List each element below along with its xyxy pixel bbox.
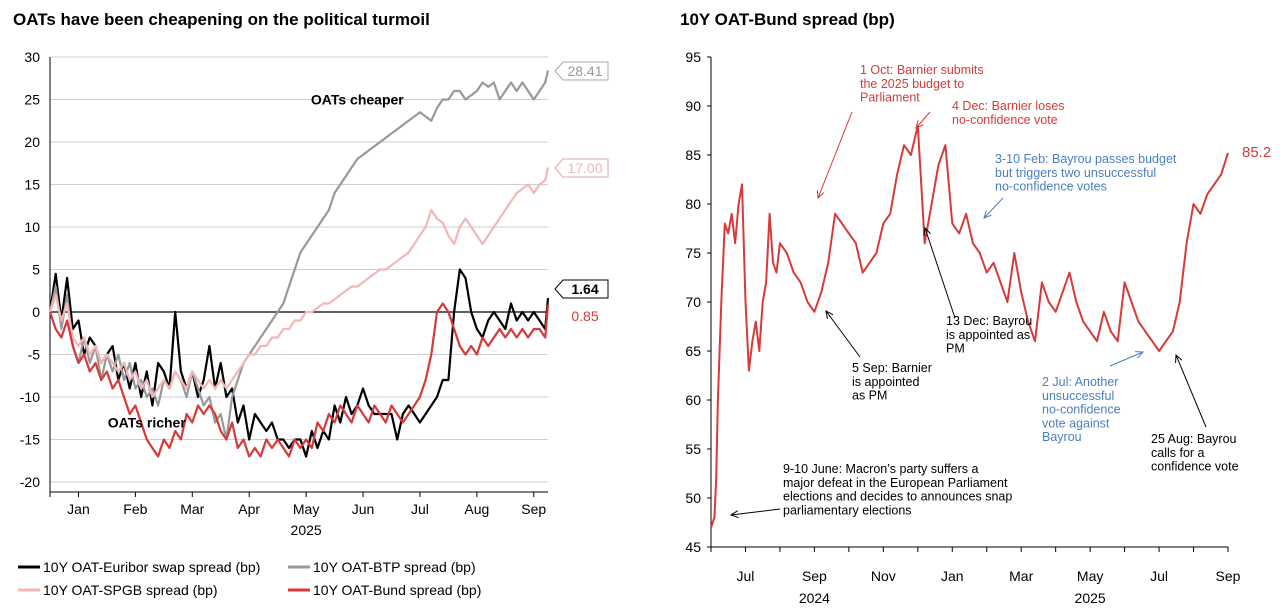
right-x-tick-label: Nov xyxy=(871,568,896,584)
left-y-tick-label: -5 xyxy=(28,347,41,363)
right-y-tick-label: 55 xyxy=(685,441,701,457)
right-series-line xyxy=(710,124,1229,528)
left-x-tick-label: May xyxy=(293,501,319,517)
right-x-tick-label: Jul xyxy=(737,568,755,584)
right-y-tick-label: 85 xyxy=(685,147,701,163)
legend-label: 10Y OAT-BTP spread (bp) xyxy=(313,559,476,575)
right-annotation: 13 Dec: Bayrou is appointed as PM xyxy=(946,314,1032,356)
left-x-tick-label: Feb xyxy=(123,501,147,517)
legend-label: 10Y OAT-SPGB spread (bp) xyxy=(43,582,218,598)
left-x-tick-label: Jun xyxy=(352,501,375,517)
right-chart-title: 10Y OAT-Bund spread (bp) xyxy=(680,10,895,29)
left-end-label-box xyxy=(554,158,609,178)
left-series-line xyxy=(48,302,550,458)
right-end-label: 85.2 xyxy=(1242,144,1271,161)
annotation-arrowhead xyxy=(825,310,834,319)
left-y-tick-label: 0 xyxy=(32,304,40,320)
left-end-label: 17.00 xyxy=(567,160,602,176)
right-annotation: 25 Aug: Bayrou calls for a confidence vote xyxy=(1151,432,1239,474)
annotation-arrow xyxy=(1109,351,1144,367)
right-x-year-label: 2024 xyxy=(799,590,830,606)
left-x-tick-label: Sep xyxy=(521,501,546,517)
left-x-tick-label: Mar xyxy=(180,501,204,517)
right-x-tick-label: May xyxy=(1077,568,1103,584)
right-y-tick-label: 60 xyxy=(685,392,701,408)
left-x-year-label: 2025 xyxy=(291,522,322,538)
left-x-tick-label: Apr xyxy=(238,501,260,517)
left-end-label: 28.41 xyxy=(567,63,602,79)
annotation-arrow xyxy=(983,197,1004,219)
left-y-tick-label: 15 xyxy=(24,177,40,193)
annotation-arrow xyxy=(915,111,931,129)
left-y-tick-label: 25 xyxy=(24,92,40,108)
right-annotation: 1 Oct: Barnier submits the 2025 budget to… xyxy=(860,63,984,105)
left-y-tick-label: 30 xyxy=(24,49,40,65)
right-y-tick-label: 70 xyxy=(685,294,701,310)
left-end-label-box xyxy=(554,61,609,81)
left-series-line xyxy=(48,167,550,399)
left-series-line xyxy=(48,70,550,441)
right-y-tick-label: 50 xyxy=(685,490,701,506)
left-y-tick-label: 5 xyxy=(32,262,40,278)
right-y-tick-label: 45 xyxy=(685,539,701,555)
left-x-tick-label: Jan xyxy=(67,501,90,517)
left-chart-title: OATs have been cheapening on the politic… xyxy=(13,10,430,29)
annotation-arrowhead xyxy=(1175,353,1183,364)
right-annotation: 3-10 Feb: Bayrou passes budget but trigge… xyxy=(995,152,1177,194)
annotation-arrowhead xyxy=(915,120,924,129)
left-x-tick-label: Aug xyxy=(464,501,489,517)
right-x-year-label: 2025 xyxy=(1075,590,1106,606)
right-annotation: 4 Dec: Barnier loses no-confidence vote xyxy=(952,99,1065,127)
right-annotation: 2 Jul: Another unsuccessful no-confidence v… xyxy=(1042,375,1121,444)
right-x-tick-label: Jul xyxy=(1150,568,1168,584)
right-annotation: 5 Sep: Barnier is appointed as PM xyxy=(852,361,932,403)
right-x-tick-label: Mar xyxy=(1009,568,1033,584)
annotation-arrow xyxy=(817,111,853,199)
left-y-tick-label: -10 xyxy=(20,389,40,405)
right-y-tick-label: 80 xyxy=(685,196,701,212)
right-x-tick-label: Sep xyxy=(802,568,827,584)
legend-label: 10Y OAT-Bund spread (bp) xyxy=(313,582,481,598)
left-y-tick-label: -15 xyxy=(20,432,40,448)
left-y-tick-label: -20 xyxy=(20,474,40,490)
right-y-tick-label: 75 xyxy=(685,245,701,261)
annotation-arrowhead xyxy=(1134,351,1145,359)
left-x-tick-label: Jul xyxy=(411,501,429,517)
right-y-tick-label: 90 xyxy=(685,98,701,114)
left-end-label: 0.85 xyxy=(571,308,598,324)
right-y-tick-label: 65 xyxy=(685,343,701,359)
left-y-tick-label: 10 xyxy=(24,219,40,235)
left-series-line xyxy=(48,268,550,458)
annotation-arrowhead xyxy=(729,510,739,519)
annotation-arrowhead xyxy=(923,226,931,236)
right-y-tick-label: 95 xyxy=(685,49,701,65)
legend-label: 10Y OAT-Euribor swap spread (bp) xyxy=(43,559,260,575)
annotation-arrow xyxy=(730,508,781,516)
annotation-arrow xyxy=(924,227,956,319)
right-annotation: 9-10 June: Macron’s party suffers a major… xyxy=(783,462,1012,517)
left-annotation: OATs cheaper xyxy=(311,92,404,108)
left-end-label: 1.64 xyxy=(571,281,598,297)
annotation-arrowhead xyxy=(983,210,992,219)
left-y-tick-label: 20 xyxy=(24,134,40,150)
annotation-arrowhead xyxy=(816,189,825,200)
left-end-label-box xyxy=(554,279,609,299)
annotation-arrow xyxy=(1175,354,1207,428)
annotation-arrow xyxy=(825,310,861,358)
right-x-tick-label: Jan xyxy=(941,568,964,584)
left-annotation: OATs richer xyxy=(108,415,187,431)
right-x-tick-label: Sep xyxy=(1216,568,1241,584)
